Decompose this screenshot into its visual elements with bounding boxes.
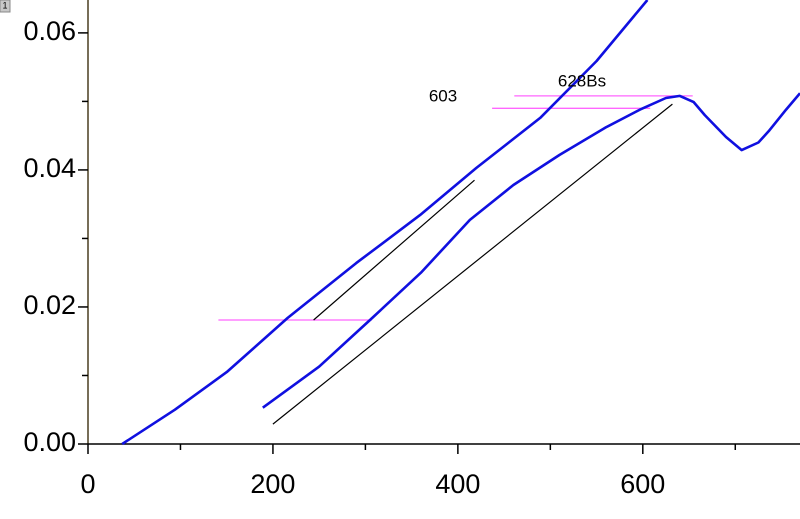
y-tick-label: 0.04 bbox=[23, 153, 76, 183]
series-label: 628Bs bbox=[558, 71, 606, 90]
y-tick-label: 0.00 bbox=[23, 427, 76, 457]
tangent-line bbox=[313, 179, 475, 321]
series-label: 603 bbox=[429, 86, 457, 105]
x-tick-label: 600 bbox=[620, 469, 665, 499]
y-tick-label: 0.02 bbox=[23, 290, 76, 320]
x-tick-label: 200 bbox=[250, 469, 295, 499]
layer-label: 1 bbox=[2, 0, 7, 10]
y-tick-label: 0.06 bbox=[23, 16, 76, 46]
layer-badge bbox=[0, 0, 11, 13]
x-tick-label: 400 bbox=[435, 469, 480, 499]
x-tick-label: 0 bbox=[80, 469, 95, 499]
series-line bbox=[121, 0, 649, 446]
tangent-line bbox=[272, 103, 673, 425]
series-line bbox=[262, 92, 800, 409]
